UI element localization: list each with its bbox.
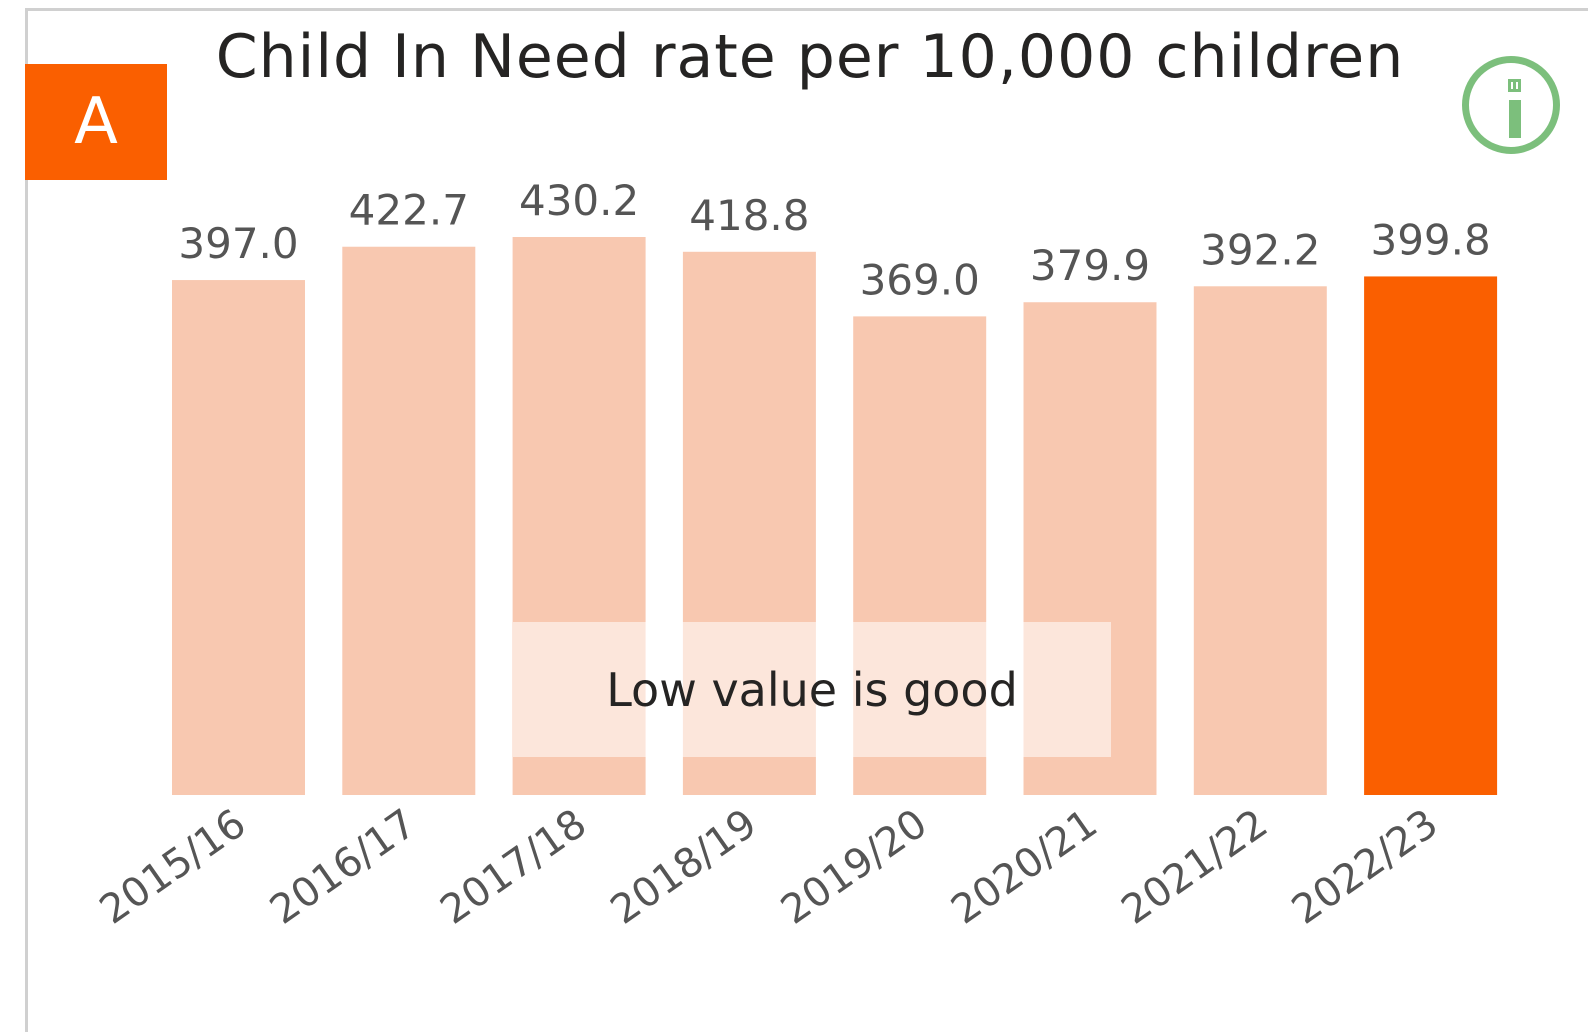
bar-2016/17[interactable] bbox=[342, 246, 476, 795]
x-tick-label: 2021/22 bbox=[1114, 801, 1277, 934]
bar-value-label: 418.8 bbox=[689, 191, 809, 240]
x-tick-label: 2018/19 bbox=[603, 801, 766, 934]
card-border-top bbox=[25, 8, 1588, 11]
bar-value-label: 422.7 bbox=[349, 186, 469, 235]
x-tick-label: 2020/21 bbox=[943, 801, 1106, 934]
section-badge: A bbox=[25, 64, 167, 180]
bar-2015/16[interactable] bbox=[172, 280, 305, 796]
bar-value-label: 397.0 bbox=[178, 219, 298, 268]
bar-value-label: 399.8 bbox=[1370, 215, 1490, 264]
x-tick-label: 2016/17 bbox=[262, 801, 425, 934]
x-tick-label: 2022/23 bbox=[1284, 801, 1447, 934]
chart-title: Child In Need rate per 10,000 children bbox=[215, 22, 1405, 92]
x-tick-label: 2015/16 bbox=[92, 801, 255, 934]
bar-value-label: 379.9 bbox=[1030, 241, 1150, 290]
note-low-value-good: Low value is good bbox=[513, 622, 1111, 757]
x-tick-label: 2019/20 bbox=[773, 801, 936, 934]
info-icon[interactable] bbox=[1462, 56, 1560, 154]
card-border-left bbox=[25, 8, 28, 1032]
bar-value-label: 369.0 bbox=[860, 255, 980, 304]
bar-2021/22[interactable] bbox=[1193, 286, 1327, 795]
info-icon-dot bbox=[1508, 79, 1521, 92]
bar-value-label: 430.2 bbox=[519, 176, 639, 225]
info-icon-stem bbox=[1509, 100, 1521, 138]
x-tick-label: 2017/18 bbox=[432, 801, 595, 934]
bar-2022/23[interactable] bbox=[1364, 276, 1498, 795]
bar-value-label: 392.2 bbox=[1200, 225, 1320, 274]
